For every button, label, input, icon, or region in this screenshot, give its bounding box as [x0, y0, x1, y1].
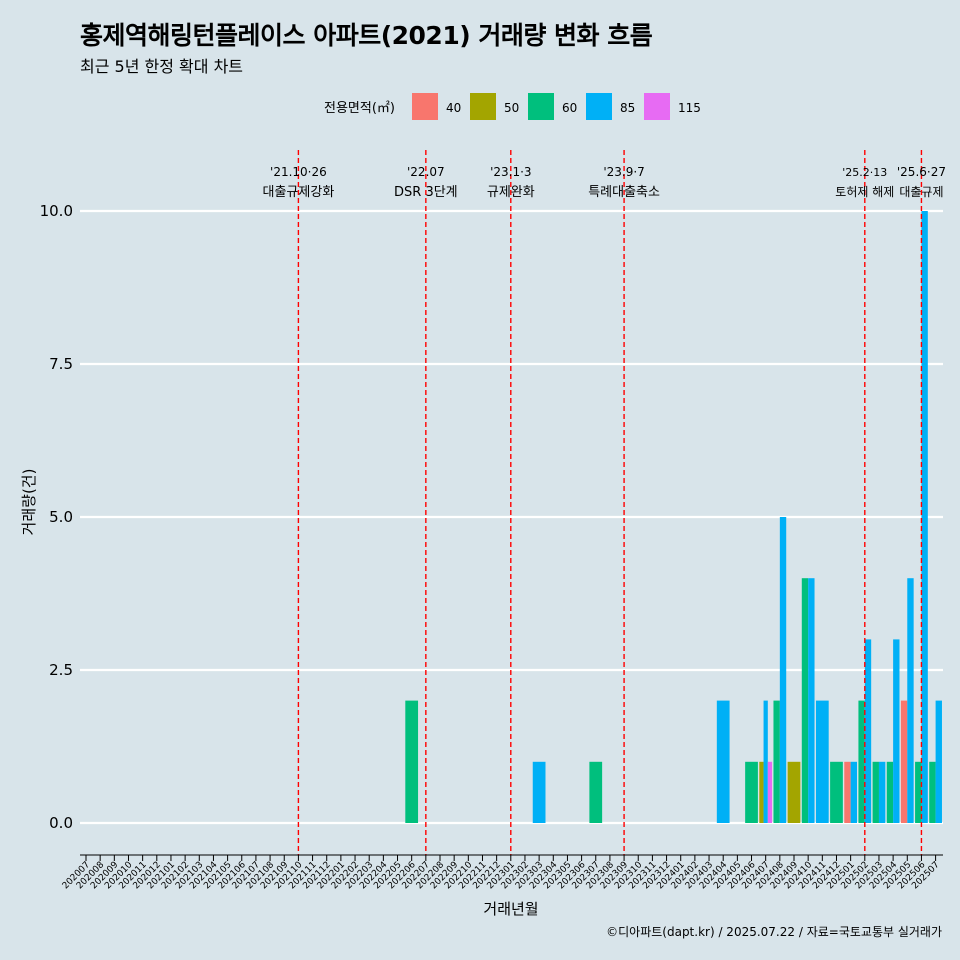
bar — [878, 761, 886, 823]
bar — [801, 578, 809, 823]
bar — [915, 761, 922, 823]
y-tick-labels: 0.0 2.5 5.0 7.5 10.0 — [40, 202, 73, 832]
bar — [815, 700, 829, 823]
event-label: 토허제 해제 — [835, 185, 894, 199]
bar — [787, 761, 801, 823]
legend-label: 50 — [504, 101, 519, 115]
bar — [893, 639, 900, 823]
bar — [864, 639, 872, 823]
y-tick-label: 10.0 — [40, 202, 73, 220]
y-axis-label: 거래량(건) — [20, 469, 38, 536]
event-label: 대출규제강화 — [263, 185, 335, 200]
legend-swatch — [412, 93, 438, 120]
bar — [872, 761, 879, 823]
bar — [532, 761, 546, 823]
legend-title: 전용면적(㎡) — [324, 101, 395, 116]
legend: 전용면적(㎡) 40 50 60 85 115 — [324, 93, 701, 120]
bars — [405, 211, 942, 823]
chart-subtitle: 최근 5년 한정 확대 차트 — [80, 57, 244, 76]
bar — [844, 761, 851, 823]
event-date: '25.6·27 — [897, 165, 946, 179]
bar — [935, 700, 942, 823]
legend-label: 40 — [446, 101, 461, 115]
event-date: '23.1·3 — [490, 165, 531, 179]
event-date: '23.9·7 — [603, 165, 644, 179]
event-date: '21.10·26 — [270, 165, 327, 179]
y-tick-label: 2.5 — [49, 661, 73, 679]
event-label: DSR 3단계 — [394, 185, 458, 200]
chart-title: 홍제역해링턴플레이스 아파트(2021) 거래량 변화 흐름 — [80, 21, 653, 50]
bar — [929, 761, 936, 823]
policy-event-lines — [297, 150, 923, 855]
y-tick-label: 7.5 — [49, 355, 73, 373]
bar — [830, 761, 843, 823]
bar — [759, 761, 764, 823]
axes — [80, 854, 943, 861]
x-tick-labels: 2020072020082020092020102020112020122021… — [61, 860, 942, 892]
bar — [850, 761, 858, 823]
bar — [907, 578, 914, 823]
legend-swatch — [586, 93, 612, 120]
bar — [773, 700, 780, 823]
event-label: 대출규제 — [899, 185, 943, 199]
bar — [763, 700, 768, 823]
bar — [745, 761, 758, 823]
legend-label: 115 — [678, 101, 701, 115]
bar — [858, 700, 865, 823]
bar — [900, 700, 908, 823]
legend-swatch — [644, 93, 670, 120]
y-tick-label: 5.0 — [49, 508, 73, 526]
event-label: 특례대출축소 — [588, 185, 660, 200]
bar — [716, 700, 730, 823]
legend-label: 85 — [620, 101, 635, 115]
caption: ©디아파트(dapt.kr) / 2025.07.22 / 자료=국토교통부 실… — [606, 925, 942, 939]
legend-swatch — [528, 93, 554, 120]
bar — [808, 578, 815, 823]
event-label: 규제완화 — [487, 185, 535, 200]
event-date: '25.2·13 — [842, 166, 887, 179]
x-axis-label: 거래년월 — [483, 900, 538, 918]
bar — [767, 761, 773, 823]
legend-label: 60 — [562, 101, 577, 115]
bar — [921, 211, 928, 823]
y-tick-label: 0.0 — [49, 814, 73, 832]
bar — [589, 761, 603, 823]
bar — [886, 761, 894, 823]
legend-swatch — [470, 93, 496, 120]
policy-annotations: '21.10·26 대출규제강화 '22.07 DSR 3단계 '23.1·3 규제완화 '… — [263, 165, 946, 200]
bar — [405, 700, 419, 823]
bar — [779, 517, 787, 823]
event-date: '22.07 — [407, 165, 445, 179]
